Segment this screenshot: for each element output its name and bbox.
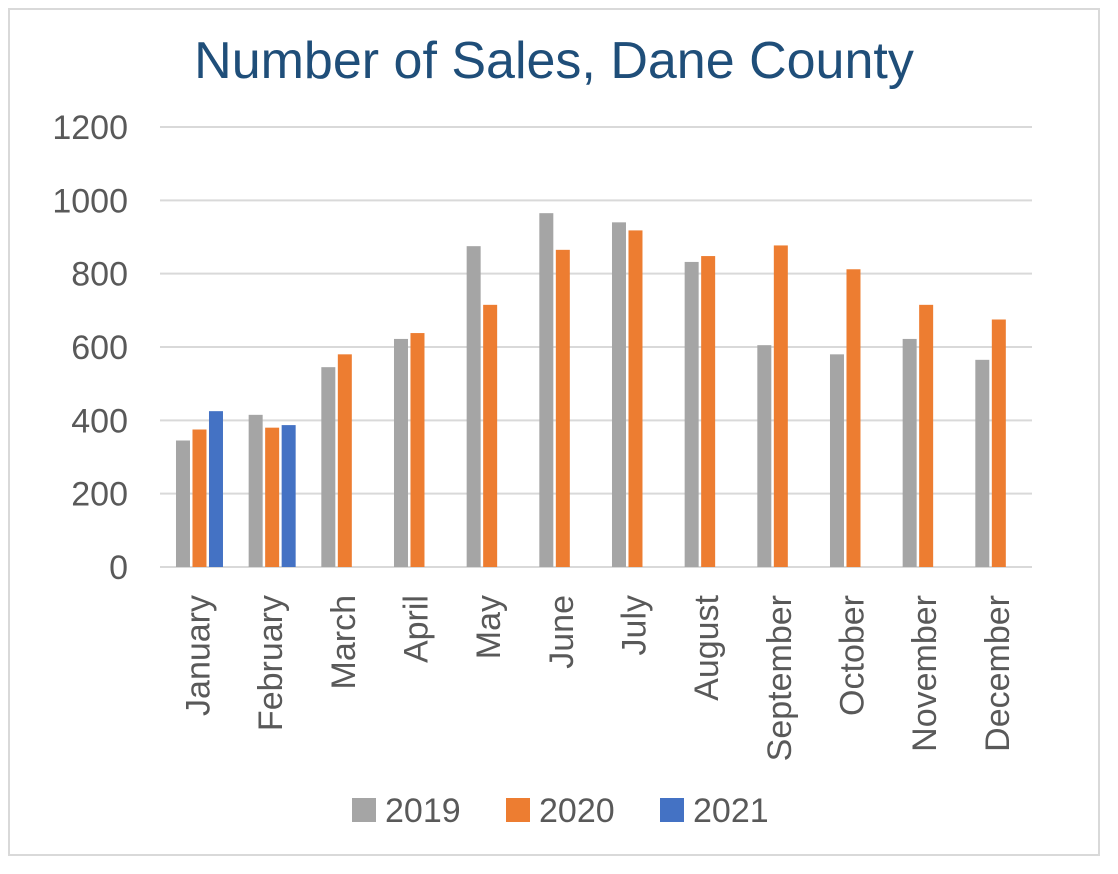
bar-2019-july	[611, 222, 626, 568]
bar-2019-may	[466, 246, 481, 567]
bar-2019-november	[902, 338, 917, 567]
bar-2019-december	[975, 359, 990, 567]
bar-2020-february	[265, 427, 280, 567]
y-tick-label: 1200	[52, 109, 128, 147]
y-tick-label: 400	[71, 402, 128, 440]
legend-label-2020: 2020	[539, 792, 615, 830]
legend-swatch-2021	[660, 798, 684, 822]
bar-2020-august	[701, 256, 716, 567]
bar-2019-june	[539, 213, 554, 567]
bar-2020-july	[628, 230, 643, 567]
bar-2021-february	[281, 425, 296, 567]
y-tick-label: 0	[109, 549, 128, 587]
bar-2019-august	[684, 261, 699, 567]
x-tick-label: March	[325, 595, 363, 689]
x-tick-label: November	[906, 595, 944, 752]
x-axis-ticks: January February March April May June July Augu…	[179, 594, 1016, 761]
bars	[175, 213, 1006, 568]
bar-2020-may	[483, 304, 498, 567]
bar-2020-april	[410, 333, 425, 567]
bar-2019-january	[175, 440, 190, 567]
bar-2019-september	[757, 345, 772, 567]
chart-title: Number of Sales, Dane County	[194, 32, 914, 90]
x-tick-label: June	[543, 595, 581, 669]
x-tick-label: January	[179, 595, 217, 716]
legend-label-2021: 2021	[693, 792, 769, 830]
y-tick-label: 600	[71, 329, 128, 367]
x-tick-label: May	[470, 595, 508, 659]
y-tick-label: 800	[71, 256, 128, 294]
bar-2020-september	[773, 245, 788, 567]
bar-2020-november	[919, 304, 934, 567]
legend-swatch-2019	[352, 798, 376, 822]
y-tick-label: 1000	[52, 182, 128, 220]
x-tick-label: December	[979, 595, 1017, 752]
y-axis-ticks: 0 200 400 600 800 1000 1200	[52, 109, 128, 587]
x-tick-label: April	[397, 595, 435, 663]
legend-swatch-2020	[506, 798, 530, 822]
bar-2021-january	[208, 411, 223, 567]
gridlines	[160, 126, 1032, 568]
bar-2019-february	[248, 414, 263, 567]
bar-2020-january	[192, 429, 207, 567]
bar-2020-june	[555, 249, 570, 568]
chart-frame	[8, 8, 1100, 856]
bar-2020-october	[846, 269, 861, 567]
x-tick-label: July	[615, 595, 653, 655]
x-tick-label: October	[833, 595, 871, 716]
bar-2020-march	[337, 354, 352, 567]
bar-2019-march	[321, 367, 336, 567]
x-tick-label: August	[688, 594, 726, 700]
x-tick-label: September	[761, 595, 799, 761]
y-tick-label: 200	[71, 476, 128, 514]
bar-2019-april	[393, 338, 408, 567]
legend: 2019 2020 2021	[352, 792, 769, 830]
bar-2019-october	[829, 354, 844, 567]
x-tick-label: February	[252, 595, 290, 731]
legend-label-2019: 2019	[385, 792, 461, 830]
bar-2020-december	[991, 319, 1006, 567]
